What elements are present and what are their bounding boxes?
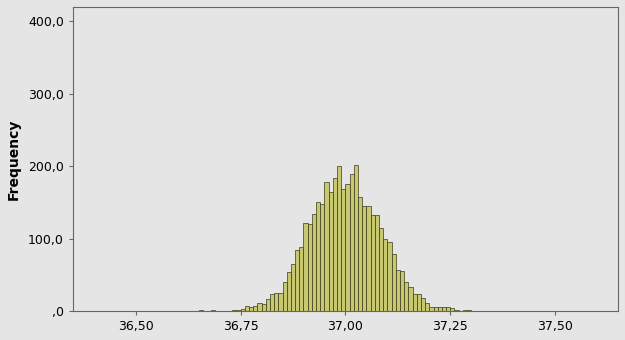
Bar [404,282,408,311]
Bar [291,264,295,311]
Bar [379,228,383,311]
Bar [388,241,391,311]
Bar [425,303,429,311]
Bar [274,293,278,311]
Bar [442,307,446,311]
Bar [266,299,270,311]
Bar [329,192,333,311]
Bar [429,307,434,311]
Y-axis label: Frequency: Frequency [7,118,21,200]
Bar [341,189,346,311]
Bar [308,224,312,311]
Bar [434,307,437,311]
Bar [391,254,396,311]
Bar [358,197,362,311]
Bar [295,250,299,311]
Bar [324,182,329,311]
Bar [337,166,341,311]
Bar [253,306,258,311]
Bar [421,298,425,311]
Bar [211,310,216,311]
Bar [400,271,404,311]
Bar [408,287,412,311]
Bar [258,303,261,311]
Bar [199,310,203,311]
Bar [316,202,320,311]
Bar [438,307,442,311]
Bar [349,174,354,311]
Bar [261,304,266,311]
Bar [375,216,379,311]
Bar [282,282,287,311]
Bar [249,307,253,311]
Bar [232,310,236,311]
Bar [450,308,454,311]
Bar [304,223,308,311]
Bar [362,206,366,311]
Bar [346,184,349,311]
Bar [366,206,371,311]
Bar [320,204,324,311]
Bar [383,239,388,311]
Bar [245,306,249,311]
Bar [467,310,471,311]
Bar [278,293,282,311]
Bar [417,294,421,311]
Bar [270,294,274,311]
Bar [463,310,467,311]
Bar [333,178,337,311]
Bar [299,247,304,311]
Bar [454,310,459,311]
Bar [241,309,245,311]
Bar [287,272,291,311]
Bar [446,307,450,311]
Bar [354,165,358,311]
Bar [371,216,375,311]
Bar [312,214,316,311]
Bar [236,310,241,311]
Bar [412,294,417,311]
Bar [396,270,400,311]
